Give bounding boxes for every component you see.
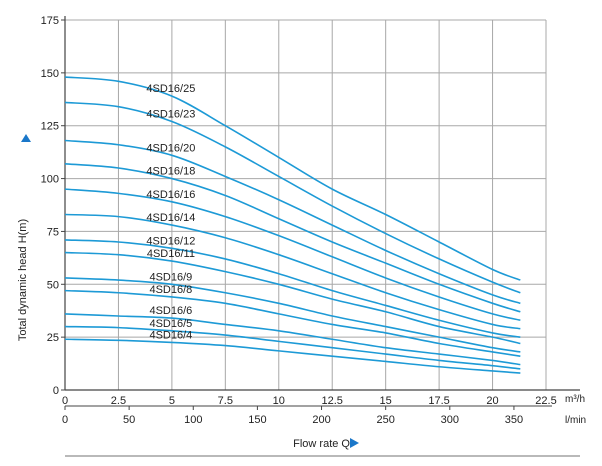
- curve-4sd16-16: [64, 188, 521, 322]
- curve-4sd16-6: [64, 313, 521, 366]
- x-top-tick-label: 0: [62, 395, 68, 407]
- curve-label: 4SD16/6: [149, 305, 192, 317]
- curve-label: 4SD16/4: [149, 329, 192, 341]
- curve-label: 4SD16/12: [146, 235, 195, 247]
- y-tick-label: 150: [41, 68, 59, 80]
- x-top-tick-label: 22.5: [535, 395, 556, 407]
- curve-label: 4SD16/5: [149, 318, 192, 330]
- x-top-tick-label: 5: [169, 395, 175, 407]
- y-tick-label: 50: [47, 279, 59, 291]
- curve-label: 4SD16/8: [149, 284, 192, 296]
- x-top-tick-label: 2.5: [111, 395, 126, 407]
- performance-curves: [64, 76, 521, 374]
- curve-4sd16-11: [64, 251, 521, 345]
- y-axis-title: Total dynamic head H(m): [17, 219, 29, 341]
- curve-4sd16-20: [64, 139, 521, 305]
- curve-4sd16-25: [64, 76, 521, 281]
- x-top-tick-label: 17.5: [428, 395, 449, 407]
- x-bottom-tick-label: 50: [123, 414, 135, 426]
- x-bottom-tick-label: 350: [505, 414, 523, 426]
- x-bottom-tick-label: 300: [441, 414, 459, 426]
- x-axis-title: Flow rate Q: [293, 438, 350, 450]
- curve-label: 4SD16/20: [146, 142, 195, 154]
- axes: 0 2.5 5 7.5 10 12.5 15 17.5 20 22.5 0 25 50 75 100 125 1…: [41, 15, 586, 426]
- x-bottom-unit-label: l/min: [565, 415, 586, 426]
- x-bottom-tick-label: 250: [376, 414, 394, 426]
- y-tick-label: 175: [41, 15, 59, 27]
- curve-label: 4SD16/18: [146, 166, 195, 178]
- curve-4sd16-5: [64, 325, 521, 370]
- curve-4sd16-23: [64, 101, 521, 294]
- x-top-tick-label: 10: [273, 395, 285, 407]
- y-tick-label: 0: [53, 385, 59, 397]
- curve-label: 4SD16/23: [146, 108, 195, 120]
- x-top-tick-label: 15: [380, 395, 392, 407]
- x-bottom-tick-label: 200: [312, 414, 330, 426]
- x-top-unit-label: m³/h: [565, 394, 585, 405]
- y-axis-title-group: Total dynamic head H(m): [17, 134, 31, 341]
- x-bottom-tick-label: 150: [248, 414, 266, 426]
- x-bottom-tick-label: 0: [62, 414, 68, 426]
- curve-4sd16-14: [64, 213, 521, 330]
- x-axis-title-group: Flow rate Q: [293, 438, 359, 450]
- y-tick-label: 125: [41, 121, 59, 133]
- curve-label: 4SD16/16: [146, 189, 195, 201]
- x-top-tick-label: 7.5: [218, 395, 233, 407]
- curve-4sd16-4: [64, 338, 521, 374]
- x-top-tick-label: 12.5: [322, 395, 343, 407]
- curve-4sd16-9: [64, 277, 521, 353]
- curve-4sd16-18: [64, 162, 521, 313]
- y-tick-label: 75: [47, 226, 59, 238]
- curve-label: 4SD16/11: [147, 248, 195, 260]
- x-bottom-tick-label: 100: [184, 414, 202, 426]
- curve-label: 4SD16/25: [146, 83, 195, 95]
- curve-4sd16-12: [64, 239, 521, 338]
- y-axis-arrow-icon: [21, 134, 31, 142]
- curve-labels: 4SD16/25 4SD16/23 4SD16/20 4SD16/18 4SD16/16…: [146, 83, 195, 341]
- y-tick-label: 100: [41, 174, 59, 186]
- curve-4sd16-8: [64, 289, 521, 357]
- grid: [65, 19, 547, 390]
- x-top-tick-label: 20: [486, 395, 498, 407]
- curve-label: 4SD16/9: [149, 271, 192, 283]
- curve-label: 4SD16/14: [146, 212, 195, 224]
- x-axis-arrow-icon: [350, 438, 359, 448]
- y-tick-label: 25: [47, 332, 59, 344]
